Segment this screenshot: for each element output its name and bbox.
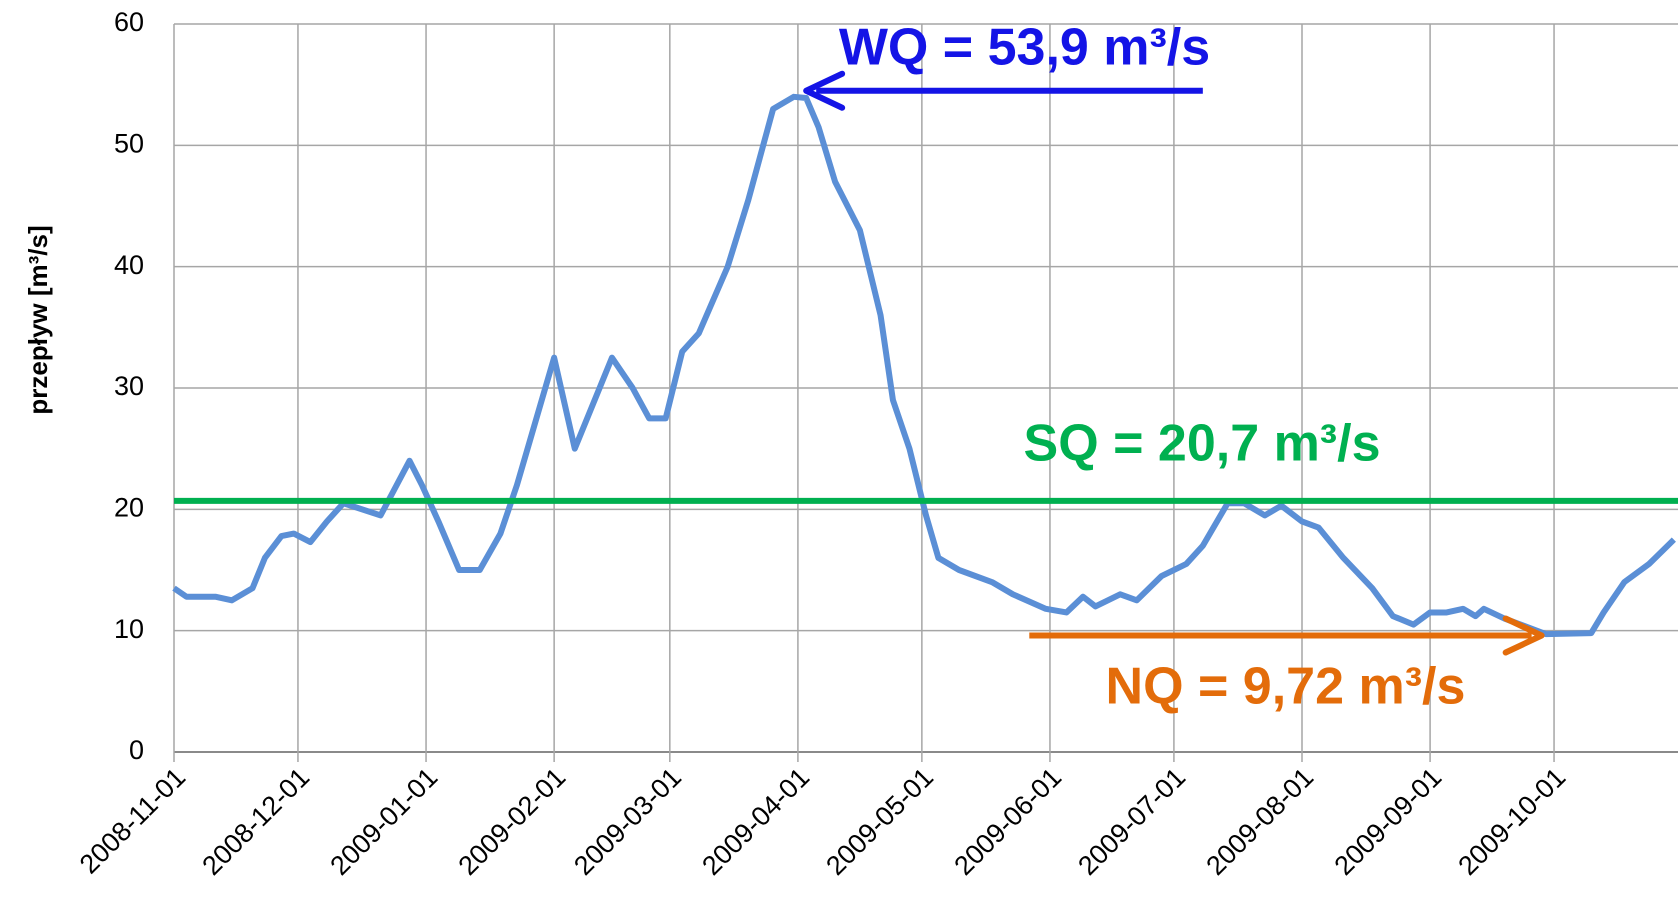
y-axis-label: przepływ [m³/s] — [23, 225, 53, 414]
y-tick-label: 60 — [114, 7, 144, 37]
y-tick-label: 40 — [114, 250, 144, 280]
x-tick-label: 2009-10-01 — [1452, 762, 1571, 881]
reference-label: SQ = 20,7 m³/s — [1024, 415, 1381, 473]
x-tick-label: 2009-06-01 — [948, 762, 1067, 881]
y-tick-label: 0 — [129, 735, 144, 765]
arrow-label: WQ = 53,9 m³/s — [839, 18, 1210, 76]
x-tick-label: 2008-12-01 — [196, 762, 315, 881]
x-tick-label: 2009-05-01 — [820, 762, 939, 881]
x-tick-label: 2009-02-01 — [453, 762, 572, 881]
y-tick-label: 10 — [114, 614, 144, 644]
x-tick-label: 2008-11-01 — [74, 762, 191, 879]
arrow-label: NQ = 9,72 m³/s — [1106, 657, 1466, 715]
x-tick-label: 2009-01-01 — [324, 762, 443, 881]
data-line — [172, 93, 1676, 638]
arrow-head — [1502, 615, 1545, 656]
y-tick-label: 30 — [114, 371, 144, 401]
y-tick-label: 20 — [114, 492, 144, 522]
x-tick-label: 2009-04-01 — [696, 762, 815, 881]
arrow-head — [803, 70, 846, 111]
x-tick-label: 2009-07-01 — [1072, 762, 1191, 881]
y-tick-label: 50 — [114, 128, 144, 158]
x-tick-label: 2009-03-01 — [568, 762, 687, 881]
x-tick-label: 2009-08-01 — [1200, 762, 1319, 881]
x-tick-label: 2009-09-01 — [1328, 762, 1447, 881]
